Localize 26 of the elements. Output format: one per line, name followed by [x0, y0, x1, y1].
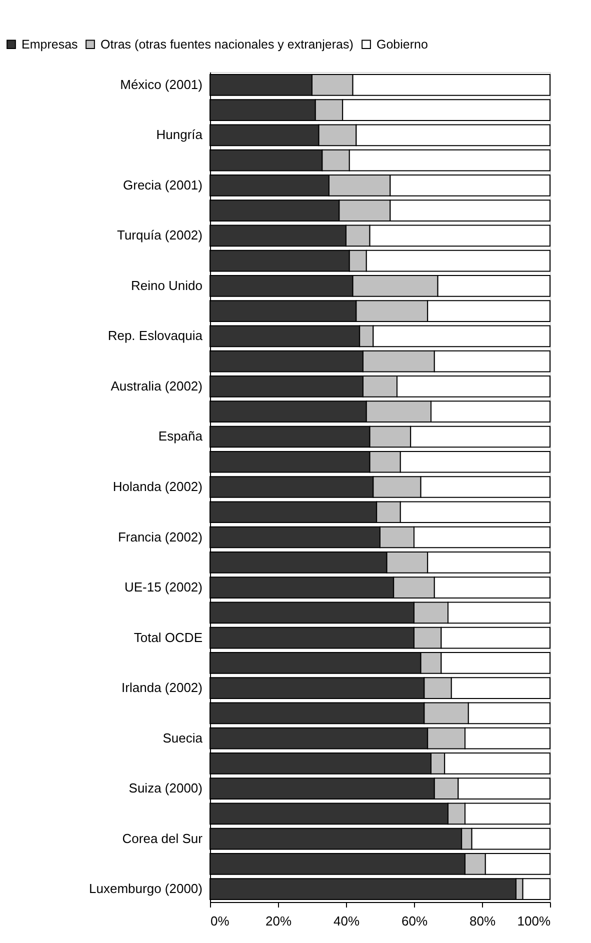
x-tick-label: 40%	[333, 914, 360, 928]
legend-label: Empresas	[22, 37, 78, 52]
y-tick-label: Reino Unido	[130, 278, 202, 293]
x-tick-label: 100%	[517, 914, 551, 928]
y-tick-label: Australia (2002)	[110, 378, 202, 394]
x-tick-label: 20%	[265, 914, 292, 928]
y-tick-label: Grecia (2001)	[123, 177, 202, 192]
y-tick-label: Hungría	[156, 127, 204, 142]
y-tick-label: Irlanda (2002)	[122, 680, 202, 696]
y-tick-label: Suiza (2000)	[128, 780, 202, 796]
y-tick-label: Holanda (2002)	[112, 479, 202, 494]
legend-label: Gobierno	[376, 37, 428, 52]
legend-label: Otras (otras fuentes nacionales y extranjeras)	[100, 37, 354, 52]
y-tick-label: México (2001)	[120, 76, 202, 92]
y-tick-label: Total OCDE	[134, 630, 203, 645]
x-tick-label: 0%	[210, 914, 230, 928]
y-tick-label: Suecia	[162, 730, 204, 746]
y-tick-label: Corea del Sur	[122, 830, 204, 846]
y-tick-label: Francia (2002)	[118, 529, 202, 544]
x-tick-label: 80%	[469, 914, 496, 928]
y-tick-label: Turquía (2002)	[116, 228, 202, 243]
y-tick-label: España	[158, 428, 204, 444]
y-tick-label: UE-15 (2002)	[124, 580, 202, 595]
x-tick-label: 60%	[401, 914, 428, 928]
y-tick-label: Rep. Eslovaquia	[108, 328, 204, 344]
y-tick-label: Luxemburgo (2000)	[89, 881, 202, 896]
